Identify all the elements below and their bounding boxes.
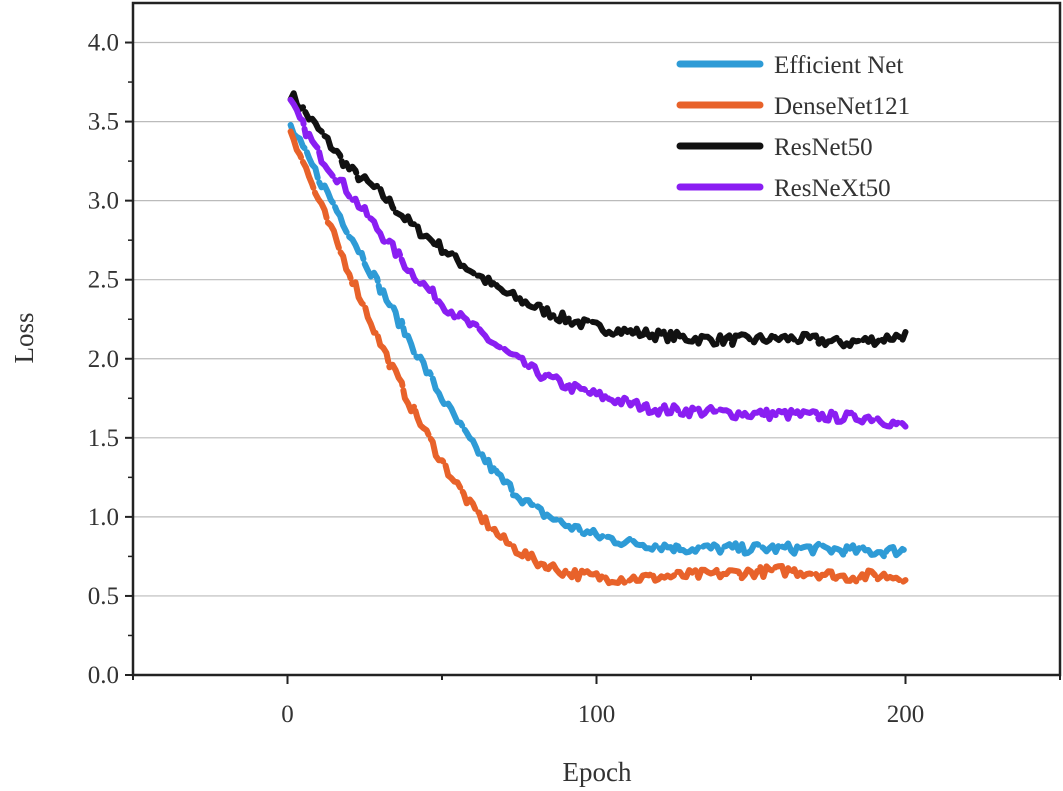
gridlines xyxy=(133,41,1060,597)
series-line-densenet121 xyxy=(287,128,909,587)
legend-label: Efficient Net xyxy=(774,52,903,79)
x-tick-label: 200 xyxy=(887,701,925,728)
x-tick-label: 0 xyxy=(281,701,294,728)
y-tick-label: 1.5 xyxy=(88,425,119,452)
x-tick-label: 100 xyxy=(578,701,616,728)
series-lines xyxy=(287,90,909,587)
y-tick-label: 2.5 xyxy=(88,267,119,294)
axes: 0.0 0.5 1.0 1.5 2.0 2.5 3.0 3.5 4.0 0 100 200 xyxy=(88,30,1061,728)
y-tick-label: 1.0 xyxy=(88,504,119,531)
y-tick-label: 3.5 xyxy=(88,109,119,136)
x-axis-title: Epoch xyxy=(563,757,632,787)
series-line-resnext50 xyxy=(287,96,909,430)
legend-label: DenseNet121 xyxy=(774,93,910,120)
y-axis-title: Loss xyxy=(9,312,39,363)
series-line-resnet50 xyxy=(287,90,909,350)
y-tick-label: 0.5 xyxy=(88,583,119,610)
legend: Efficient Net DenseNet121 ResNet50 ResNeXt5… xyxy=(676,52,910,202)
y-tick-label: 3.0 xyxy=(88,188,119,215)
y-tick-label: 4.0 xyxy=(88,30,119,57)
y-tick-label: 2.0 xyxy=(88,346,119,373)
legend-label: ResNet50 xyxy=(774,134,873,161)
legend-label: ResNeXt50 xyxy=(774,175,891,202)
series-line-efficient-net xyxy=(287,121,909,560)
y-tick-label: 0.0 xyxy=(88,662,119,689)
